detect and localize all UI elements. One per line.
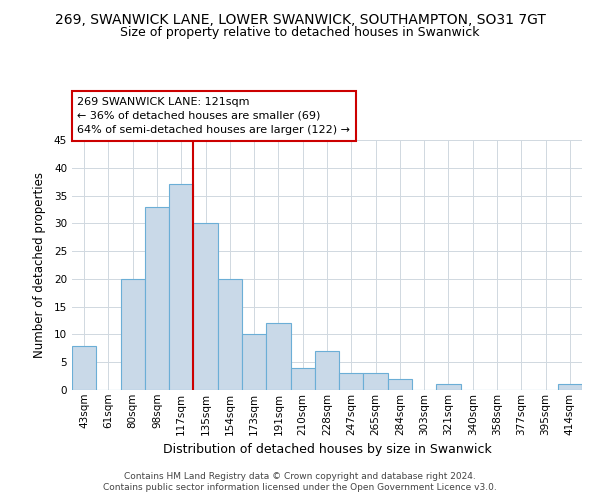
X-axis label: Distribution of detached houses by size in Swanwick: Distribution of detached houses by size … bbox=[163, 443, 491, 456]
Bar bbox=[242, 334, 266, 390]
Bar bbox=[290, 368, 315, 390]
Bar bbox=[266, 324, 290, 390]
Bar bbox=[169, 184, 193, 390]
Bar bbox=[315, 351, 339, 390]
Bar bbox=[436, 384, 461, 390]
Bar bbox=[121, 279, 145, 390]
Bar bbox=[72, 346, 96, 390]
Text: 269, SWANWICK LANE, LOWER SWANWICK, SOUTHAMPTON, SO31 7GT: 269, SWANWICK LANE, LOWER SWANWICK, SOUT… bbox=[55, 12, 545, 26]
Text: Size of property relative to detached houses in Swanwick: Size of property relative to detached ho… bbox=[120, 26, 480, 39]
Y-axis label: Number of detached properties: Number of detached properties bbox=[32, 172, 46, 358]
Bar bbox=[364, 374, 388, 390]
Bar bbox=[218, 279, 242, 390]
Text: Contains HM Land Registry data © Crown copyright and database right 2024.: Contains HM Land Registry data © Crown c… bbox=[124, 472, 476, 481]
Bar bbox=[145, 206, 169, 390]
Bar bbox=[339, 374, 364, 390]
Bar bbox=[558, 384, 582, 390]
Text: 269 SWANWICK LANE: 121sqm
← 36% of detached houses are smaller (69)
64% of semi-: 269 SWANWICK LANE: 121sqm ← 36% of detac… bbox=[77, 97, 350, 135]
Text: Contains public sector information licensed under the Open Government Licence v3: Contains public sector information licen… bbox=[103, 484, 497, 492]
Bar bbox=[388, 379, 412, 390]
Bar bbox=[193, 224, 218, 390]
